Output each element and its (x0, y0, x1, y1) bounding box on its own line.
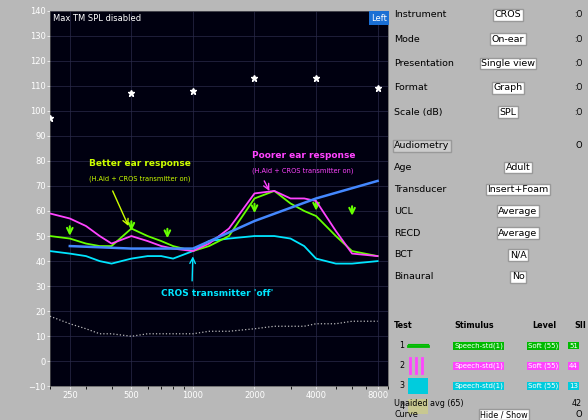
Text: No: No (512, 272, 524, 281)
Text: Insert+Foam: Insert+Foam (487, 185, 549, 194)
Text: 13: 13 (569, 383, 578, 389)
Text: :O: :O (574, 34, 582, 44)
Text: Adult: Adult (506, 163, 530, 172)
Text: (H.Aid + CROS transmitter on): (H.Aid + CROS transmitter on) (89, 175, 191, 182)
Text: Soft (55): Soft (55) (528, 342, 558, 349)
Text: Poorer ear response: Poorer ear response (252, 151, 356, 160)
Text: CROS transmitter 'off': CROS transmitter 'off' (161, 289, 273, 298)
Bar (408, 378, 428, 394)
Text: :O: :O (574, 10, 582, 19)
Text: O: O (576, 141, 582, 150)
Text: CROS: CROS (495, 10, 522, 19)
Text: Left: Left (372, 13, 387, 23)
Text: 2: 2 (399, 361, 405, 370)
Text: Better ear response: Better ear response (89, 159, 191, 168)
Text: Curve: Curve (394, 410, 418, 420)
Text: Presentation: Presentation (394, 59, 454, 68)
Text: 4: 4 (400, 402, 405, 411)
Text: SPL: SPL (500, 108, 516, 117)
Text: Max TM SPL disabled: Max TM SPL disabled (54, 13, 142, 23)
Bar (408, 399, 428, 414)
Text: 1: 1 (400, 341, 405, 350)
Text: Level: Level (532, 321, 556, 330)
Text: Audiometry: Audiometry (394, 141, 449, 150)
Text: Stimulus: Stimulus (454, 321, 494, 330)
Text: Test: Test (394, 321, 413, 330)
Text: 3: 3 (400, 381, 405, 391)
Text: Instrument: Instrument (394, 10, 446, 19)
Text: Hide / Show: Hide / Show (480, 410, 528, 420)
Text: Age: Age (394, 163, 412, 172)
Text: Binaural: Binaural (394, 272, 433, 281)
Text: N/A: N/A (510, 250, 526, 260)
Text: (H.Aid + CROS transmitter on): (H.Aid + CROS transmitter on) (252, 168, 354, 174)
Text: Speech-std(1): Speech-std(1) (454, 383, 503, 389)
Text: :O: :O (574, 83, 582, 92)
Text: Speech-std(1): Speech-std(1) (454, 342, 503, 349)
Text: Mode: Mode (394, 34, 420, 44)
Text: Soft (55): Soft (55) (528, 383, 558, 389)
Text: Average: Average (499, 228, 537, 238)
Text: Graph: Graph (493, 83, 523, 92)
Text: BCT: BCT (394, 250, 413, 260)
Text: UCL: UCL (394, 207, 413, 216)
Text: RECD: RECD (394, 228, 420, 238)
Text: 44: 44 (569, 363, 578, 369)
Text: Unaided avg (65): Unaided avg (65) (394, 399, 464, 408)
Text: SII: SII (574, 321, 586, 330)
Text: Average: Average (499, 207, 537, 216)
Text: :O: :O (574, 108, 582, 117)
Text: Soft (55): Soft (55) (528, 362, 558, 369)
Text: Scale (dB): Scale (dB) (394, 108, 443, 117)
Text: On-ear: On-ear (492, 34, 524, 44)
Text: Speech-std(1): Speech-std(1) (454, 362, 503, 369)
Text: Single view: Single view (481, 59, 535, 68)
Text: Transducer: Transducer (394, 185, 446, 194)
Text: 51: 51 (569, 343, 578, 349)
Text: 42: 42 (572, 399, 582, 408)
Text: :O: :O (574, 59, 582, 68)
Text: O: O (576, 410, 582, 420)
Text: Format: Format (394, 83, 427, 92)
